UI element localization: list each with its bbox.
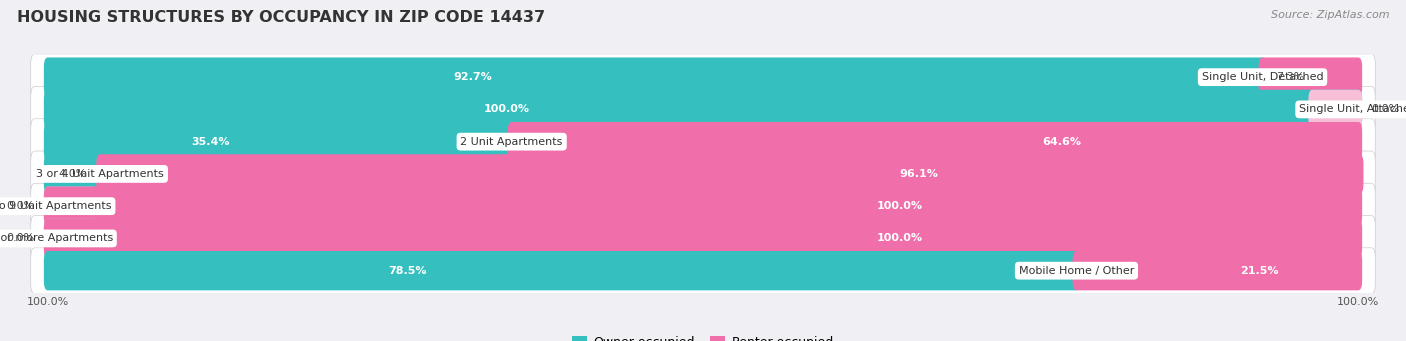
Text: 4.0%: 4.0% xyxy=(59,169,87,179)
FancyBboxPatch shape xyxy=(1073,251,1362,290)
Text: Single Unit, Detached: Single Unit, Detached xyxy=(1202,72,1323,82)
FancyBboxPatch shape xyxy=(96,154,1364,194)
Text: 0.0%: 0.0% xyxy=(7,201,35,211)
Legend: Owner-occupied, Renter-occupied: Owner-occupied, Renter-occupied xyxy=(568,331,838,341)
FancyBboxPatch shape xyxy=(1258,58,1362,97)
FancyBboxPatch shape xyxy=(44,251,1080,290)
FancyBboxPatch shape xyxy=(44,154,104,194)
Text: 0.0%: 0.0% xyxy=(7,234,35,243)
FancyBboxPatch shape xyxy=(31,151,1375,197)
FancyBboxPatch shape xyxy=(31,54,1375,100)
FancyBboxPatch shape xyxy=(44,58,1267,97)
Text: 10 or more Apartments: 10 or more Apartments xyxy=(0,234,112,243)
FancyBboxPatch shape xyxy=(31,87,1375,132)
Text: Source: ZipAtlas.com: Source: ZipAtlas.com xyxy=(1271,10,1389,20)
Text: 5 to 9 Unit Apartments: 5 to 9 Unit Apartments xyxy=(0,201,111,211)
Text: 64.6%: 64.6% xyxy=(1042,137,1081,147)
Text: 92.7%: 92.7% xyxy=(454,72,492,82)
Text: Single Unit, Attached: Single Unit, Attached xyxy=(1299,104,1406,114)
Text: 3 or 4 Unit Apartments: 3 or 4 Unit Apartments xyxy=(37,169,165,179)
Text: 7.3%: 7.3% xyxy=(1275,72,1303,82)
Text: 0.0%: 0.0% xyxy=(1371,104,1399,114)
Text: 2 Unit Apartments: 2 Unit Apartments xyxy=(461,137,562,147)
Text: 100.0%: 100.0% xyxy=(876,201,922,211)
FancyBboxPatch shape xyxy=(508,122,1362,161)
Text: 78.5%: 78.5% xyxy=(388,266,427,276)
FancyBboxPatch shape xyxy=(31,183,1375,229)
Text: Mobile Home / Other: Mobile Home / Other xyxy=(1019,266,1135,276)
FancyBboxPatch shape xyxy=(44,90,1362,129)
Text: HOUSING STRUCTURES BY OCCUPANCY IN ZIP CODE 14437: HOUSING STRUCTURES BY OCCUPANCY IN ZIP C… xyxy=(17,10,546,25)
FancyBboxPatch shape xyxy=(31,216,1375,261)
FancyBboxPatch shape xyxy=(44,187,97,226)
Text: 35.4%: 35.4% xyxy=(191,137,229,147)
FancyBboxPatch shape xyxy=(44,219,1362,258)
FancyBboxPatch shape xyxy=(44,122,516,161)
FancyBboxPatch shape xyxy=(1309,90,1362,129)
FancyBboxPatch shape xyxy=(31,248,1375,294)
FancyBboxPatch shape xyxy=(44,219,97,258)
Text: 21.5%: 21.5% xyxy=(1240,266,1279,276)
FancyBboxPatch shape xyxy=(44,187,1362,226)
Text: 100.0%: 100.0% xyxy=(484,104,530,114)
FancyBboxPatch shape xyxy=(31,119,1375,165)
Text: 100.0%: 100.0% xyxy=(876,234,922,243)
Text: 96.1%: 96.1% xyxy=(900,169,938,179)
